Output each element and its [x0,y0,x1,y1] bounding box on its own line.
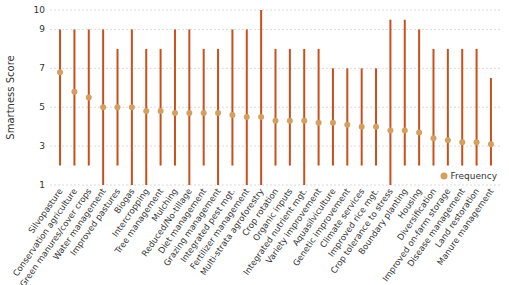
range-bar [188,29,190,185]
average-dot [258,114,264,120]
range-bar [203,49,205,166]
range-bar [231,29,233,165]
average-dot [244,114,250,120]
range-bar [246,29,248,185]
range-bar [73,29,75,165]
y-tick-label: 5 [39,102,45,112]
range-bar [461,49,463,166]
range-bar [447,49,449,166]
range-bar [275,49,277,166]
average-dot [445,137,451,143]
range-bar [476,49,478,166]
range-bar [145,49,147,185]
average-dot [201,110,207,116]
range-bar [217,49,219,185]
range-bar [260,10,262,185]
average-dot [430,135,436,141]
average-dot [474,139,480,145]
x-tick-label: Variety improvement [264,186,324,266]
average-dot [115,104,121,110]
average-dot [316,120,322,126]
y-tick-label: 3 [39,141,45,151]
grid-line [50,29,501,30]
average-dot [459,139,465,145]
legend-label: Frequency [451,171,498,181]
average-dot [330,120,336,126]
range-bar [490,78,492,166]
legend: Frequency [441,171,498,181]
range-bar [389,20,391,185]
y-axis-label: Smartness Score [5,55,16,139]
average-dot [57,69,63,75]
average-dot [71,89,77,95]
y-tick-label: 7 [39,63,45,73]
range-bar [361,68,363,165]
x-tick-label: Manure management [435,186,496,267]
average-dot [301,118,307,124]
average-dot [186,110,192,116]
average-dot [129,104,135,110]
y-tick-label: 1 [39,180,45,190]
range-bar [289,49,291,166]
average-dot [100,104,106,110]
legend-marker [441,173,448,180]
range-bar [432,49,434,166]
average-dot [373,124,379,130]
average-dot [287,118,293,124]
range-bar [318,49,320,166]
average-dot [387,128,393,134]
x-tick-label: Boundary planting [356,186,409,256]
chart: 1357910Smartness ScoreSilvopastureConser… [0,0,509,285]
grid [50,10,501,185]
average-dot [158,108,164,114]
y-tick-label: 10 [34,5,46,15]
average-dot [86,95,92,101]
average-dot [344,122,350,128]
y-tick-label: 9 [39,24,45,34]
average-dot [229,112,235,118]
average-dot [273,118,279,124]
average-dot [143,108,149,114]
range-bar [303,49,305,185]
grid-line [50,185,501,186]
range-bar [375,68,377,165]
x-tick-label: Crop tolerance to stress [328,186,395,276]
marks [57,10,494,185]
range-bar [404,20,406,166]
average-dot [359,124,365,130]
range-bar [332,68,334,165]
average-dot [402,128,408,134]
range-bar [160,49,162,166]
grid-line [50,10,501,11]
range-bar [174,29,176,165]
average-dot [215,110,221,116]
average-dot [172,110,178,116]
range-bar [418,29,420,165]
range-bar [59,29,61,165]
range-bar [346,68,348,165]
average-dot [488,141,494,147]
average-dot [416,130,422,136]
